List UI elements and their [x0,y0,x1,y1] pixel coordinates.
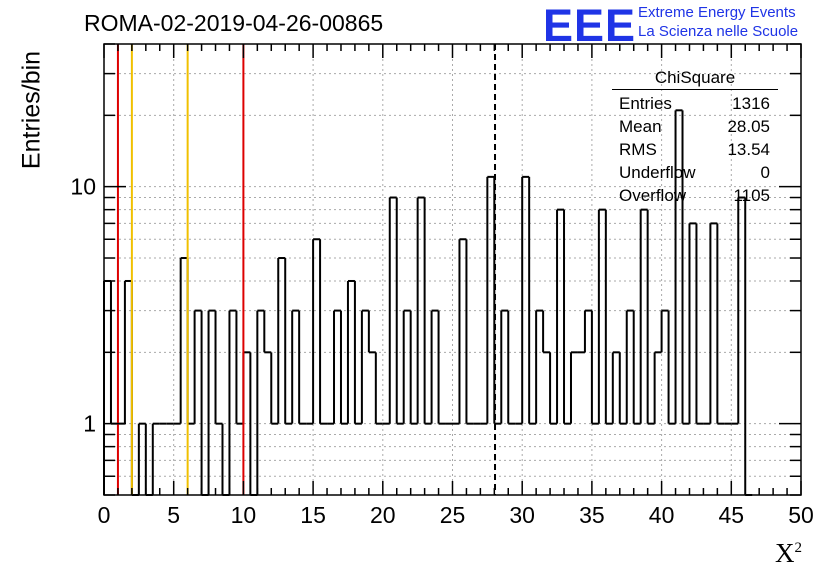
stats-title: ChiSquare [612,68,778,90]
stats-row-entries: Entries 1316 [612,92,778,115]
stats-label: RMS [619,140,657,159]
stats-value: 28.05 [727,117,770,136]
x-tick-label: 30 [509,502,535,528]
stats-label: Overflow [619,186,687,205]
stats-label: Mean [619,117,662,136]
x-axis-label-base: X [775,538,795,568]
stats-label: Underflow [619,163,696,182]
x-tick-label: 15 [300,502,326,528]
y-axis-label: Entries/bin [17,50,46,170]
x-tick-label: 35 [579,502,605,528]
stats-row-underflow: Underflow 0 [612,161,778,184]
stats-value: 13.54 [727,140,770,159]
x-axis-label-sup: 2 [794,540,803,556]
x-axis-label: X2 [775,538,802,569]
stats-value: 0 [760,163,770,182]
y-tick-label: 10 [70,174,96,200]
eee-logo: EEE [543,0,637,51]
stats-row-rms: RMS 13.54 [612,138,778,161]
stats-box: ChiSquare Entries 1316 Mean 28.05 RMS 13.54… [612,68,778,207]
x-tick-label: 25 [440,502,466,528]
x-tick-label: 20 [370,502,396,528]
x-tick-label: 10 [231,502,257,528]
x-tick-label: 40 [649,502,675,528]
eee-tagline: Extreme Energy Events La Scienza nelle S… [638,3,798,41]
stats-value: 1105 [733,186,770,205]
x-tick-label: 5 [167,502,180,528]
x-tick-label: 50 [788,502,814,528]
stats-label: Entries [619,94,672,113]
run-title: ROMA-02-2019-04-26-00865 [84,10,384,36]
stats-value: 1316 [732,94,770,113]
stats-row-overflow: Overflow 1105 [612,184,778,207]
stats-row-mean: Mean 28.05 [612,115,778,138]
y-tick-label: 1 [83,411,96,437]
x-tick-label: 45 [719,502,745,528]
x-tick-label: 0 [98,502,111,528]
eee-tagline-line1: Extreme Energy Events [638,4,796,21]
eee-tagline-line2: La Scienza nelle Scuole [638,23,799,40]
